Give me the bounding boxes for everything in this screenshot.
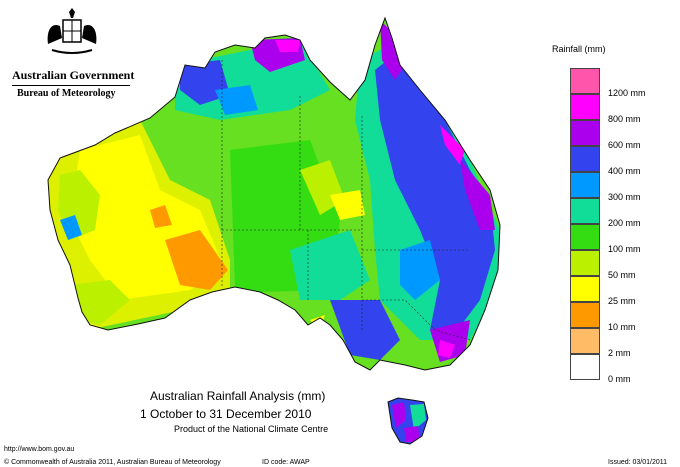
- mainland-coastline: [47, 16, 501, 371]
- legend-swatch: [570, 94, 600, 120]
- map-title: Australian Rainfall Analysis (mm): [150, 389, 326, 403]
- legend-swatch: [570, 120, 600, 146]
- tasmania-coastline: [387, 397, 429, 445]
- map-product: Product of the National Climate Centre: [174, 424, 329, 434]
- copyright-text: © Commonwealth of Australia 2011, Austra…: [4, 459, 221, 466]
- legend-label: 300 mm: [608, 192, 641, 202]
- legend-swatch: [570, 224, 600, 250]
- legend-label: 200 mm: [608, 218, 641, 228]
- legend-swatch: [570, 146, 600, 172]
- legend-swatch: [570, 250, 600, 276]
- legend-label: 0 mm: [608, 374, 631, 384]
- legend-label: 1200 mm: [608, 88, 646, 98]
- map-period: 1 October to 31 December 2010: [140, 407, 312, 421]
- legend-label: 25 mm: [608, 296, 636, 306]
- legend-swatch: [570, 276, 600, 302]
- legend-label: 100 mm: [608, 244, 641, 254]
- legend-swatch: [570, 354, 600, 380]
- legend-swatch: [570, 198, 600, 224]
- legend-label: 800 mm: [608, 114, 641, 124]
- id-code: ID code: AWAP: [262, 459, 310, 466]
- bureau-title: Bureau of Meteorology: [17, 88, 116, 99]
- legend-label: 2 mm: [608, 348, 631, 358]
- legend-label: 600 mm: [608, 140, 641, 150]
- government-title: Australian Government: [12, 68, 135, 82]
- website-url: http://www.bom.gov.au: [4, 446, 75, 453]
- legend-swatch: [570, 172, 600, 198]
- issued-date: Issued: 03/01/2011: [608, 459, 668, 466]
- tasmania-rainfall-field: [388, 398, 428, 444]
- legend-swatch: [570, 68, 600, 94]
- logo-divider: [12, 85, 130, 86]
- legend-swatch: [570, 328, 600, 354]
- legend-swatch: [570, 302, 600, 328]
- legend-title: Rainfall (mm): [552, 44, 606, 54]
- legend-label: 400 mm: [608, 166, 641, 176]
- state-borders: [221, 60, 471, 341]
- legend-label: 50 mm: [608, 270, 636, 280]
- coat-of-arms-icon: [47, 8, 97, 54]
- legend-label: 10 mm: [608, 322, 636, 332]
